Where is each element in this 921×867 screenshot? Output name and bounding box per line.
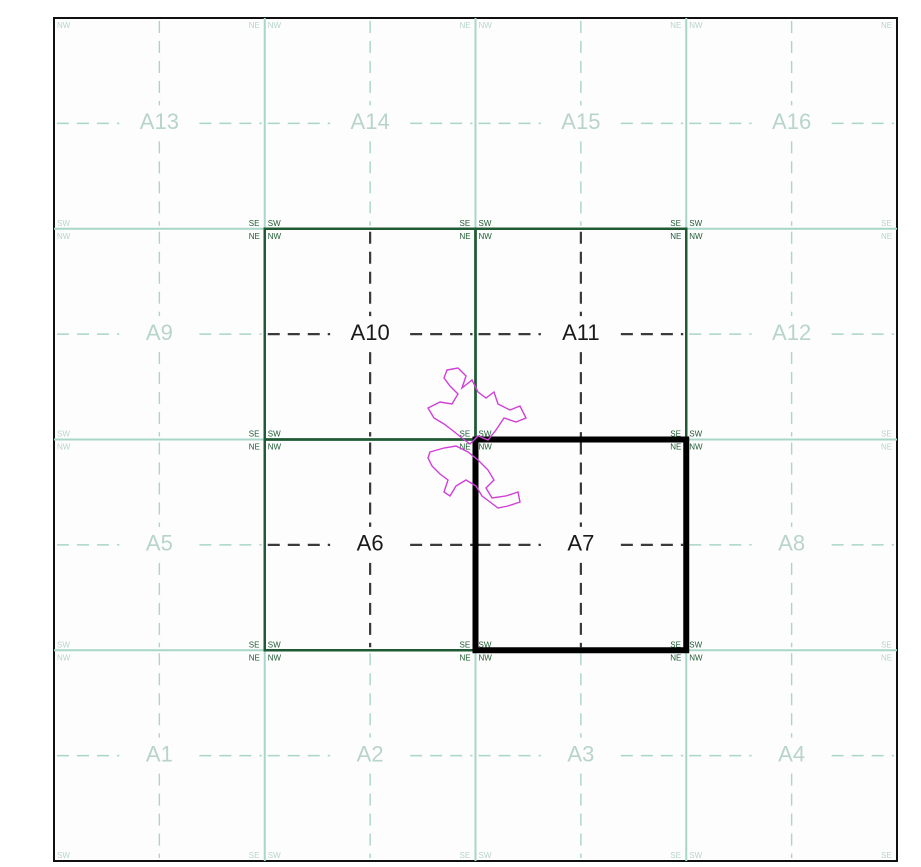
cell-label-a7: A7 [567, 531, 594, 556]
corner-label-sw: SW [479, 219, 492, 228]
corner-label-sw: SW [268, 219, 281, 228]
corner-label-ne: NE [460, 232, 471, 241]
cell-label-a4: A4 [778, 741, 805, 766]
corner-label-nw: NW [57, 653, 71, 662]
corner-label-nw: NW [479, 443, 493, 452]
corner-label-sw: SW [479, 430, 492, 439]
cell-label-a5: A5 [146, 531, 173, 556]
corner-label-se: SE [249, 430, 260, 439]
cell-label-a9: A9 [146, 320, 173, 345]
corner-label-nw: NW [689, 21, 703, 30]
track-path [427, 367, 527, 509]
corner-label-sw: SW [689, 430, 702, 439]
corner-label-sw: SW [57, 430, 70, 439]
corner-label-nw: NW [57, 21, 71, 30]
corner-label-se: SE [670, 430, 681, 439]
corner-label-sw: SW [268, 430, 281, 439]
corner-label-ne: NE [249, 653, 260, 662]
cell-label-a15: A15 [561, 109, 600, 134]
corner-label-ne: NE [881, 232, 892, 241]
corner-label-se: SE [881, 640, 892, 649]
corner-label-nw: NW [479, 232, 493, 241]
corner-label-se: SE [249, 219, 260, 228]
corner-label-se: SE [670, 219, 681, 228]
cell-dash-lines [57, 21, 894, 858]
corner-label-sw: SW [57, 219, 70, 228]
corner-label-sw: SW [57, 851, 70, 860]
corner-label-ne: NE [670, 653, 681, 662]
corner-label-ne: NE [881, 653, 892, 662]
corner-label-nw: NW [689, 443, 703, 452]
corner-label-ne: NE [249, 21, 260, 30]
corner-label-se: SE [881, 219, 892, 228]
cell-label-a12: A12 [772, 320, 811, 345]
corner-label-nw: NW [689, 232, 703, 241]
corner-label-sw: SW [689, 851, 702, 860]
corner-label-nw: NW [268, 21, 282, 30]
corner-label-se: SE [460, 219, 471, 228]
corner-label-sw: SW [689, 640, 702, 649]
cell-label-a14: A14 [351, 109, 390, 134]
corner-label-se: SE [460, 430, 471, 439]
corner-label-nw: NW [689, 653, 703, 662]
corner-label-nw: NW [479, 21, 493, 30]
corner-label-se: SE [460, 640, 471, 649]
corner-label-nw: NW [268, 232, 282, 241]
corner-label-se: SE [249, 640, 260, 649]
corner-label-nw: NW [57, 232, 71, 241]
corner-label-se: SE [881, 851, 892, 860]
cell-label-a11: A11 [562, 320, 600, 345]
corner-label-sw: SW [479, 851, 492, 860]
cell-label-a2: A2 [357, 741, 384, 766]
corner-label-nw: NW [479, 653, 493, 662]
cell-label-a16: A16 [772, 109, 811, 134]
selected-cell-border [472, 436, 690, 654]
corner-label-nw: NW [268, 443, 282, 452]
corner-label-ne: NE [881, 21, 892, 30]
cell-label-a3: A3 [567, 741, 594, 766]
highlight-region [263, 227, 690, 654]
corner-label-se: SE [670, 851, 681, 860]
corner-label-ne: NE [460, 21, 471, 30]
corner-label-sw: SW [689, 219, 702, 228]
corner-label-sw: SW [479, 640, 492, 649]
corner-label-sw: SW [57, 640, 70, 649]
corner-label-ne: NE [670, 21, 681, 30]
corner-label-ne: NE [670, 443, 681, 452]
corner-label-ne: NE [670, 232, 681, 241]
corner-label-se: SE [249, 851, 260, 860]
corner-label-ne: NE [460, 653, 471, 662]
corner-label-ne: NE [249, 232, 260, 241]
cell-label-a13: A13 [140, 109, 179, 134]
cell-label-a8: A8 [778, 531, 805, 556]
corner-label-nw: NW [57, 443, 71, 452]
corner-labels: NW NE NW NE NW NE NW NE SW NW SE SW NE NW SE SW NE NW SE SW… [57, 21, 892, 860]
corner-label-ne: NE [249, 443, 260, 452]
cell-label-a6: A6 [357, 531, 384, 556]
corner-label-se: SE [881, 430, 892, 439]
corner-label-nw: NW [268, 653, 282, 662]
cell-labels: A13 A14 A15 A16 A9 A10 A11 A12 A5 A6 A7 A8 A1 A2 A3 A4 [140, 109, 811, 766]
corner-label-ne: NE [460, 443, 471, 452]
corner-label-ne: NE [881, 443, 892, 452]
cell-label-a1: A1 [146, 741, 173, 766]
corner-label-sw: SW [268, 640, 281, 649]
corner-label-sw: SW [268, 851, 281, 860]
cell-label-a10: A10 [351, 320, 390, 345]
corner-label-se: SE [670, 640, 681, 649]
corner-label-se: SE [460, 851, 471, 860]
